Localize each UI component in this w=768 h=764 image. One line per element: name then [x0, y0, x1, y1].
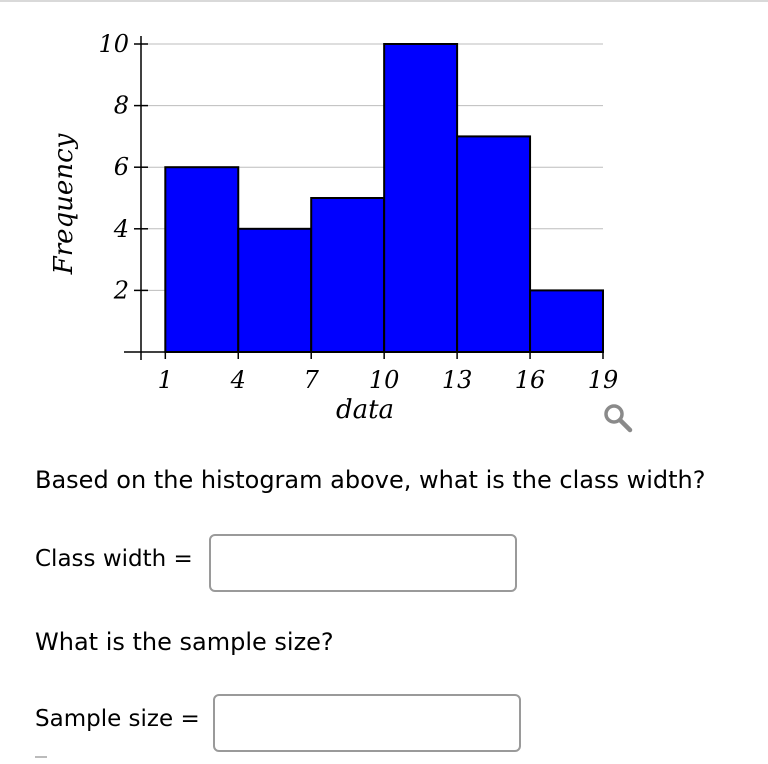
tick-labels: 2 4 6 8 10 1 4 7 10 13 16 19 [98, 30, 618, 394]
x-tick-label: 10 [369, 366, 400, 394]
y-tick-label: 10 [98, 30, 129, 58]
sample-size-question: What is the sample size? [35, 628, 334, 656]
x-tick-label: 19 [588, 366, 619, 394]
histogram-bar [456, 135, 532, 353]
axes [124, 36, 604, 360]
y-axis-title: Frequency [49, 133, 79, 275]
class-width-question: Based on the histogram above, what is th… [35, 466, 706, 494]
sample-size-input[interactable] [213, 694, 521, 752]
class-width-label: Class width = [35, 546, 193, 572]
x-tick-label: 13 [442, 366, 473, 394]
histogram-chart: 2 4 6 8 10 1 4 7 10 13 16 19 data Frequency [49, 30, 618, 425]
sample-size-label: Sample size = [35, 706, 200, 732]
histogram-bar [383, 43, 459, 353]
x-tick-label: 7 [304, 366, 320, 394]
histogram-bar [164, 166, 240, 353]
histogram-bar [237, 227, 313, 353]
class-width-input[interactable] [209, 534, 517, 592]
histogram-bar [529, 289, 604, 353]
y-tick-label: 8 [114, 92, 129, 120]
magnifier-icon[interactable] [600, 400, 636, 436]
y-tick-label: 4 [113, 215, 129, 243]
x-axis-title: data [336, 395, 394, 425]
histogram-bar [310, 197, 386, 353]
bottom-mark [35, 756, 47, 758]
y-tick-label: 6 [114, 153, 129, 181]
histogram-bars [164, 43, 604, 353]
x-tick-label: 4 [230, 366, 246, 394]
y-tick-label: 2 [113, 276, 129, 304]
x-tick-label: 1 [158, 366, 173, 394]
top-divider [0, 0, 768, 2]
x-tick-label: 16 [515, 366, 546, 394]
